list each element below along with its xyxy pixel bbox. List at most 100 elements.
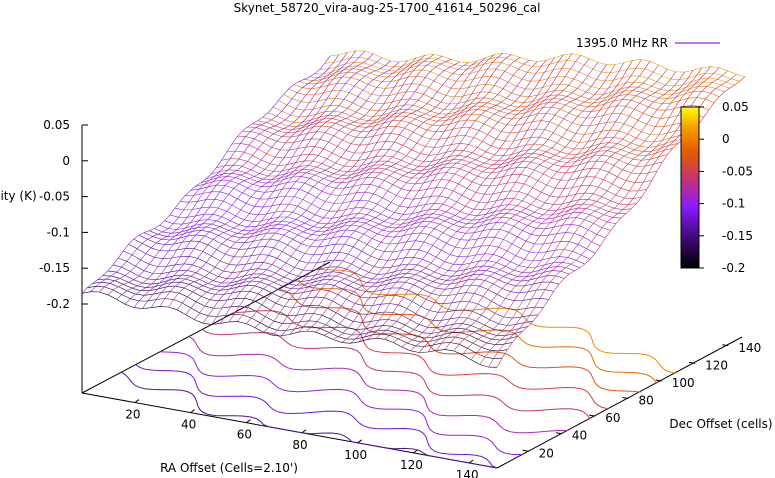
mesh-line-x bbox=[112, 264, 529, 332]
mesh-line-x bbox=[216, 164, 632, 211]
contour-line bbox=[233, 310, 610, 410]
mesh-line-x bbox=[304, 71, 720, 100]
mesh-line-y bbox=[289, 61, 538, 335]
x-tick-group: 20 40 60 80 100 120 140 bbox=[125, 399, 479, 478]
mesh-line-y bbox=[418, 68, 668, 353]
z-tick-label: -0.05 bbox=[39, 190, 70, 204]
x-tick-mark bbox=[246, 419, 251, 424]
mesh-line-y bbox=[150, 61, 400, 308]
mesh-line-y bbox=[194, 55, 443, 320]
contour-line bbox=[297, 278, 658, 384]
y-tick-mark bbox=[622, 397, 629, 400]
mesh-line-y bbox=[107, 50, 357, 296]
mesh-line-y bbox=[263, 54, 512, 333]
z-tick-group: 0.05 0 -0.05 -0.1 -0.15 -0.2 bbox=[39, 118, 88, 311]
colorbar-tick-label: -0.15 bbox=[722, 229, 753, 243]
mesh-line-y bbox=[99, 52, 348, 293]
z-tick-label: -0.2 bbox=[47, 297, 70, 311]
mesh-line-y bbox=[306, 57, 556, 332]
mesh-line-y bbox=[393, 59, 642, 343]
contour-line bbox=[202, 328, 591, 420]
contour-line bbox=[135, 364, 498, 469]
z-axis: 0.05 0 -0.05 -0.1 -0.15 -0.2 Intensity (K) bbox=[0, 118, 88, 393]
x-tick-label: 20 bbox=[125, 408, 140, 422]
base-edge-front-right bbox=[496, 336, 743, 469]
mesh-line-y bbox=[185, 54, 434, 315]
x-tick-mark bbox=[190, 409, 195, 414]
mesh-line-x bbox=[138, 234, 554, 294]
mesh-line-y bbox=[220, 62, 469, 324]
z-tick-label: -0.15 bbox=[39, 261, 70, 275]
mesh-line-x bbox=[164, 219, 580, 268]
x-tick-mark bbox=[413, 449, 418, 454]
mesh-line-y bbox=[375, 62, 625, 339]
mesh-line-y bbox=[133, 57, 383, 308]
contour-line bbox=[278, 288, 641, 393]
x-tick-label: 40 bbox=[181, 418, 196, 432]
mesh-line-x bbox=[329, 50, 746, 77]
mesh-line-y bbox=[427, 71, 677, 353]
mesh-line-y bbox=[341, 58, 590, 343]
mesh-line-y bbox=[124, 53, 374, 305]
colorbar-tick-label: 0.05 bbox=[722, 100, 749, 114]
z-axis-label: Intensity (K) bbox=[0, 189, 37, 203]
mesh-line-y bbox=[176, 54, 426, 310]
y-tick-mark bbox=[688, 361, 696, 364]
y-axis-label: Dec Offset (cells) bbox=[669, 417, 772, 431]
mesh-line-y bbox=[116, 51, 365, 300]
mesh-line-y bbox=[496, 76, 746, 368]
mesh-line-y bbox=[90, 54, 339, 292]
mesh-line-y bbox=[315, 54, 564, 333]
mesh-line-x bbox=[293, 82, 709, 111]
contour-line bbox=[159, 351, 523, 455]
x-tick-label: 140 bbox=[456, 468, 479, 478]
mesh-line-y bbox=[142, 60, 391, 309]
mesh-line-y bbox=[202, 59, 452, 324]
x-tick-mark bbox=[468, 459, 474, 464]
x-tick-label: 80 bbox=[292, 438, 307, 452]
mesh-line-y bbox=[323, 53, 573, 336]
colorbar-tick-group: 0.05 0 -0.05 -0.1 -0.15 -0.2 bbox=[699, 100, 753, 275]
colorbar-tick-label: -0.05 bbox=[722, 164, 753, 178]
mesh-line-x bbox=[200, 175, 616, 224]
y-tick-mark bbox=[655, 379, 662, 382]
mesh-line-y bbox=[211, 61, 460, 325]
y-tick-label: 80 bbox=[638, 394, 653, 408]
x-tick-label: 120 bbox=[400, 458, 423, 472]
x-tick-label: 100 bbox=[344, 448, 367, 462]
y-tick-mark bbox=[555, 432, 562, 435]
y-tick-mark bbox=[722, 344, 729, 347]
mesh-line-y bbox=[349, 62, 599, 344]
mesh-line-y bbox=[462, 66, 711, 355]
mesh-line-y bbox=[297, 60, 547, 333]
y-tick-mark bbox=[522, 449, 529, 452]
mesh-line-y bbox=[453, 67, 703, 352]
x-tick-label: 60 bbox=[237, 428, 252, 442]
mesh-line-y bbox=[228, 60, 478, 323]
mesh-line-x bbox=[283, 94, 699, 128]
mesh-line-y bbox=[159, 60, 409, 307]
base-edge-back-left bbox=[81, 261, 331, 394]
mesh-line-y bbox=[254, 53, 504, 328]
y-tick-label: 100 bbox=[672, 376, 695, 390]
mesh-line-y bbox=[410, 64, 659, 352]
colorbar-tick-label: 0 bbox=[722, 132, 730, 146]
colorbar-gradient bbox=[680, 106, 700, 269]
contour-line bbox=[188, 336, 568, 434]
mesh-line-y bbox=[358, 64, 607, 343]
mesh-line-y bbox=[470, 67, 720, 360]
x-tick-mark bbox=[301, 429, 307, 434]
z-tick-label: 0 bbox=[62, 154, 70, 168]
contour-line bbox=[121, 371, 498, 469]
z-tick-label: -0.1 bbox=[47, 225, 70, 239]
mesh-line-y bbox=[271, 57, 521, 336]
y-tick-group: 20 40 60 80 100 120 140 bbox=[522, 341, 761, 460]
mesh-line-x bbox=[143, 232, 560, 287]
mesh-line-y bbox=[367, 64, 616, 340]
y-tick-label: 20 bbox=[539, 446, 554, 460]
base-box bbox=[81, 261, 743, 469]
x-tick-mark bbox=[357, 439, 363, 444]
y-tick-label: 40 bbox=[572, 429, 587, 443]
mesh-line-y bbox=[384, 60, 633, 340]
